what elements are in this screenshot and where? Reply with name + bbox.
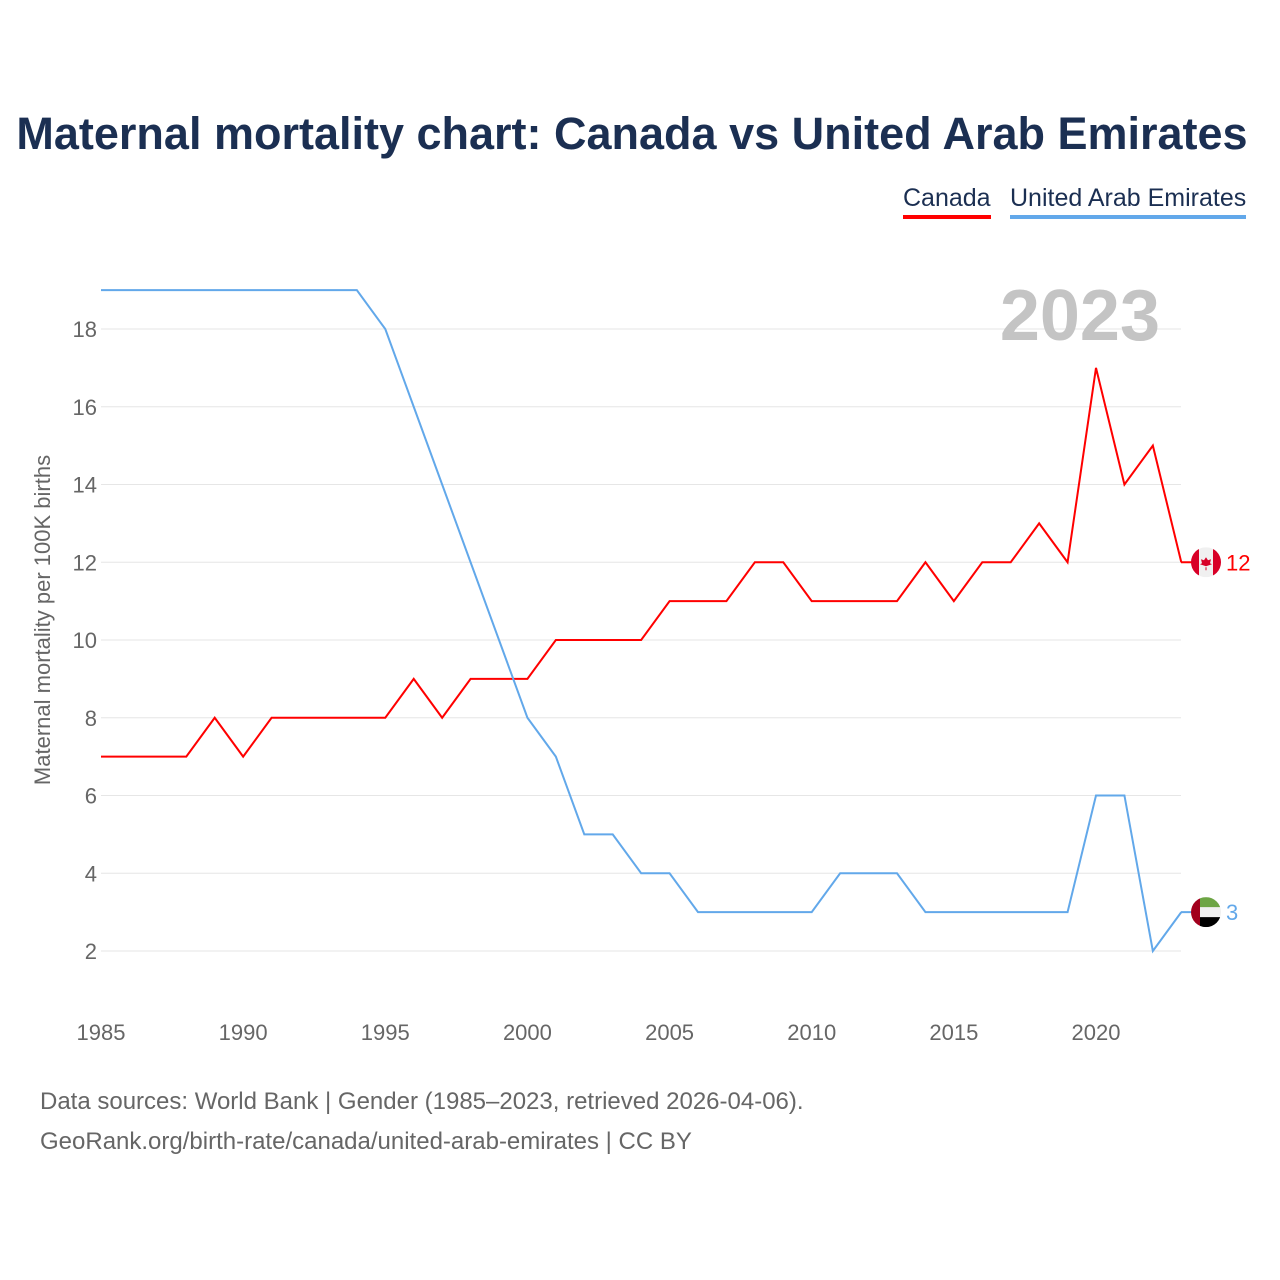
source-text: Data sources: World Bank | Gender (1985–… [40,1088,804,1115]
x-tick-label: 1995 [361,1020,410,1045]
x-tick-label: 1990 [219,1020,268,1045]
y-tick-label: 10 [73,628,97,653]
x-tick-label: 2015 [929,1020,978,1045]
end-value-label: 3 [1226,900,1238,925]
legend-canada[interactable]: Canada [903,184,991,219]
series-line-canada [101,367,1183,759]
y-tick-label: 2 [85,939,97,964]
source-link[interactable]: GeoRank.org/birth-rate/canada/united-ara… [40,1128,692,1155]
x-tick-label: 2020 [1072,1020,1121,1045]
end-value-label: 12 [1226,550,1250,575]
legend-uae[interactable]: United Arab Emirates [1010,184,1247,219]
y-tick-label: 16 [73,395,97,420]
x-tick-label: 2000 [503,1020,552,1045]
x-tick-label: 2005 [645,1020,694,1045]
x-tick-label: 2010 [787,1020,836,1045]
y-tick-label: 14 [73,473,97,498]
series-line-uae [101,289,1183,954]
y-axis-label: Maternal mortality per 100K births [30,455,55,785]
x-tick-label: 1985 [77,1020,126,1045]
year-label: 2023 [1000,276,1160,356]
y-tick-label: 6 [85,784,97,809]
y-tick-label: 8 [85,706,97,731]
uae-flag-icon [1191,897,1221,928]
chart-title: Maternal mortality chart: Canada vs Unit… [16,108,1248,159]
canada-flag-icon [1191,547,1221,578]
y-tick-label: 12 [73,550,97,575]
y-tick-label: 4 [85,861,97,886]
y-tick-label: 18 [73,317,97,342]
